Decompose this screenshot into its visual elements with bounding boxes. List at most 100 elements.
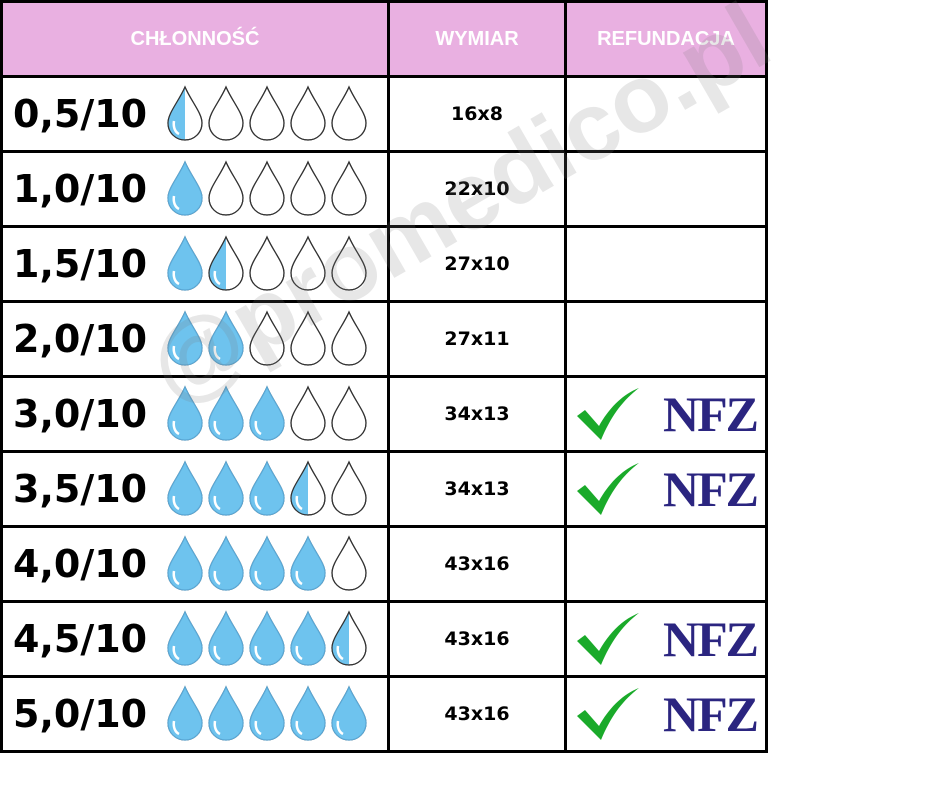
drop-rating xyxy=(165,535,369,593)
checkmark-icon xyxy=(577,388,639,440)
absorbency-cell: 3,0/10 xyxy=(0,375,390,453)
drop-icon xyxy=(208,160,244,216)
absorbency-value: 3,5/10 xyxy=(13,467,148,511)
drop-icon xyxy=(208,310,244,366)
drop-icon xyxy=(167,460,203,516)
refund-cell xyxy=(564,150,768,228)
drop-icon xyxy=(167,535,203,591)
absorbency-value: 2,0/10 xyxy=(13,317,148,361)
drop-icon xyxy=(208,685,244,741)
drop-rating xyxy=(165,85,369,143)
drop-icon xyxy=(290,310,326,366)
table-row: 1,0/10 22x10 xyxy=(0,150,768,228)
drop-icon xyxy=(249,85,285,141)
size-cell: 34x13 xyxy=(387,375,567,453)
drop-icon xyxy=(331,385,367,441)
absorbency-cell: 1,0/10 xyxy=(0,150,390,228)
drop-rating xyxy=(165,160,369,218)
absorbency-cell: 4,5/10 xyxy=(0,600,390,678)
drop-icon xyxy=(167,610,203,666)
drop-icon xyxy=(208,535,244,591)
drop-icon xyxy=(167,310,203,366)
refund-cell xyxy=(564,300,768,378)
checkmark-icon xyxy=(577,463,639,515)
size-cell: 43x16 xyxy=(387,600,567,678)
table-row: 0,5/10 16x8 xyxy=(0,75,768,153)
absorbency-cell: 5,0/10 xyxy=(0,675,390,753)
drop-icon xyxy=(290,685,326,741)
drop-rating xyxy=(165,460,369,518)
table-row: 5,0/10 43x16 NFZ xyxy=(0,675,768,753)
drop-icon xyxy=(290,385,326,441)
drop-icon xyxy=(249,685,285,741)
drop-icon xyxy=(331,160,367,216)
size-cell: 27x10 xyxy=(387,225,567,303)
drop-icon xyxy=(331,610,367,666)
drop-icon xyxy=(249,610,285,666)
header-absorbency: CHŁONNOŚĆ xyxy=(0,0,390,78)
nfz-logo: NFZ xyxy=(663,461,759,517)
table-row: 2,0/10 27x11 xyxy=(0,300,768,378)
drop-icon xyxy=(290,610,326,666)
drop-icon xyxy=(208,85,244,141)
drop-icon xyxy=(290,460,326,516)
drop-rating xyxy=(165,685,369,743)
drop-icon xyxy=(167,385,203,441)
drop-icon xyxy=(208,235,244,291)
refund-cell: NFZ xyxy=(564,675,768,753)
refund-cell xyxy=(564,75,768,153)
size-cell: 34x13 xyxy=(387,450,567,528)
drop-rating xyxy=(165,610,369,668)
drop-icon xyxy=(208,460,244,516)
drop-rating xyxy=(165,310,369,368)
drop-icon xyxy=(290,235,326,291)
table-row: 1,5/10 27x10 xyxy=(0,225,768,303)
drop-rating xyxy=(165,235,369,293)
size-cell: 43x16 xyxy=(387,525,567,603)
drop-icon xyxy=(331,235,367,291)
nfz-logo: NFZ xyxy=(663,386,759,442)
drop-icon xyxy=(249,160,285,216)
drop-rating xyxy=(165,385,369,443)
drop-icon xyxy=(167,160,203,216)
absorbency-value: 4,5/10 xyxy=(13,617,148,661)
absorbency-cell: 3,5/10 xyxy=(0,450,390,528)
table-row: 4,0/10 43x16 xyxy=(0,525,768,603)
nfz-logo: NFZ xyxy=(663,686,759,742)
drop-icon xyxy=(331,310,367,366)
absorbency-value: 1,0/10 xyxy=(13,167,148,211)
table-row: 3,5/10 34x13 NFZ xyxy=(0,450,768,528)
drop-icon xyxy=(208,385,244,441)
drop-icon xyxy=(249,310,285,366)
table-row: 4,5/10 43x16 NFZ xyxy=(0,600,768,678)
drop-icon xyxy=(249,235,285,291)
drop-icon xyxy=(290,160,326,216)
drop-icon xyxy=(290,85,326,141)
refund-cell: NFZ xyxy=(564,600,768,678)
drop-icon xyxy=(167,235,203,291)
drop-icon xyxy=(249,535,285,591)
size-cell: 22x10 xyxy=(387,150,567,228)
refund-cell xyxy=(564,525,768,603)
table-row: 3,0/10 34x13 NFZ xyxy=(0,375,768,453)
absorbency-cell: 4,0/10 xyxy=(0,525,390,603)
absorbency-cell: 0,5/10 xyxy=(0,75,390,153)
size-cell: 16x8 xyxy=(387,75,567,153)
size-cell: 27x11 xyxy=(387,300,567,378)
drop-icon xyxy=(249,385,285,441)
drop-icon xyxy=(331,535,367,591)
drop-icon xyxy=(208,610,244,666)
absorbency-cell: 1,5/10 xyxy=(0,225,390,303)
size-cell: 43x16 xyxy=(387,675,567,753)
drop-icon xyxy=(331,460,367,516)
absorbency-value: 4,0/10 xyxy=(13,542,148,586)
drop-icon xyxy=(249,460,285,516)
absorbency-value: 1,5/10 xyxy=(13,242,148,286)
refund-cell xyxy=(564,225,768,303)
absorbency-value: 3,0/10 xyxy=(13,392,148,436)
refund-cell: NFZ xyxy=(564,375,768,453)
header-size: WYMIAR xyxy=(387,0,567,78)
absorbency-cell: 2,0/10 xyxy=(0,300,390,378)
drop-icon xyxy=(167,85,203,141)
drop-icon xyxy=(290,535,326,591)
